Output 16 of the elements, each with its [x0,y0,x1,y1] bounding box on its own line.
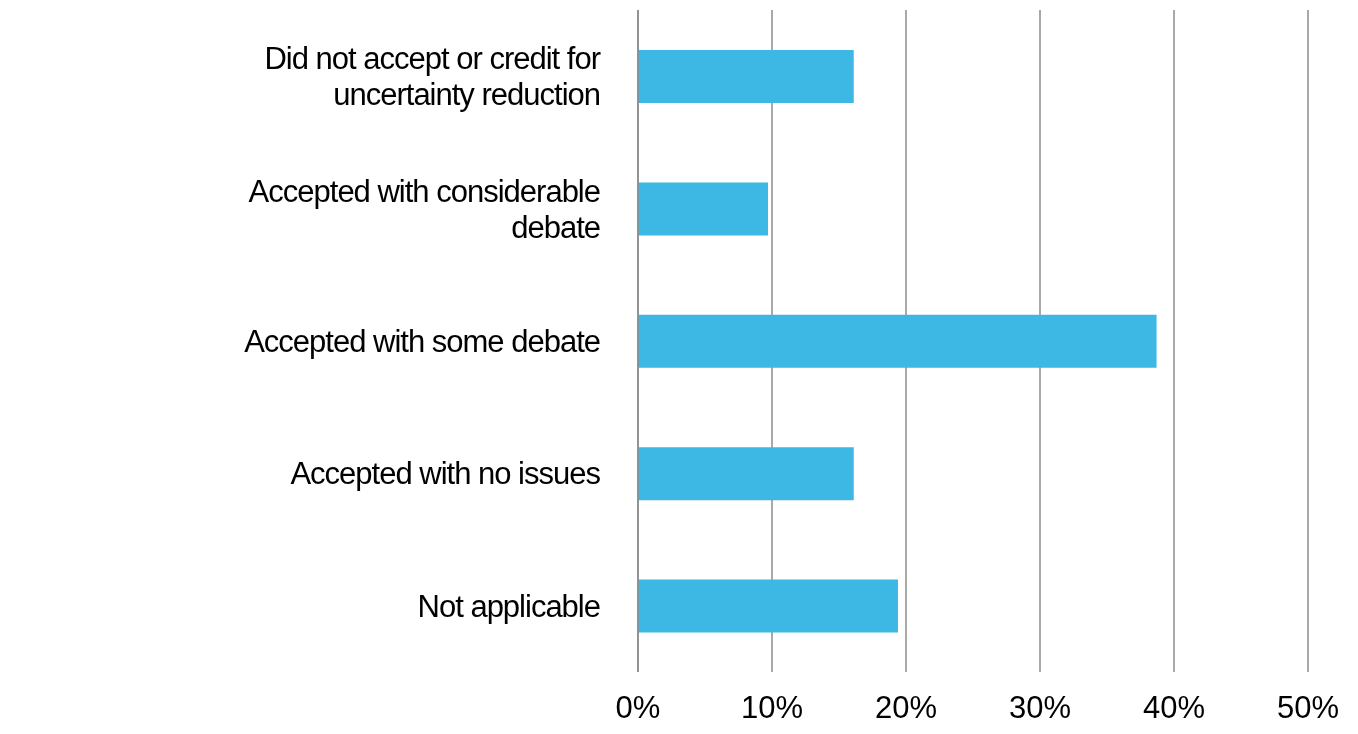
x-tick-label: 50% [1276,690,1340,726]
bar [638,579,898,633]
y-tick-label: Not applicable [417,588,600,624]
bar [638,50,854,103]
x-tick-label: 20% [874,690,938,726]
y-tick-label: Accepted with some debate [244,323,600,359]
x-tick-label: 40% [1142,690,1206,726]
y-tick-label: Did not accept or credit for uncertainty reduction [264,40,601,112]
bar [638,447,854,501]
bar [638,314,1157,368]
x-tick-label: 30% [1008,690,1072,726]
y-tick-label: Accepted with considerable debate [248,173,600,245]
x-tick-label: 10% [740,690,804,726]
x-tick-label: 0% [615,690,661,726]
y-tick-label: Accepted with no issues [290,455,601,491]
bar [638,182,768,236]
